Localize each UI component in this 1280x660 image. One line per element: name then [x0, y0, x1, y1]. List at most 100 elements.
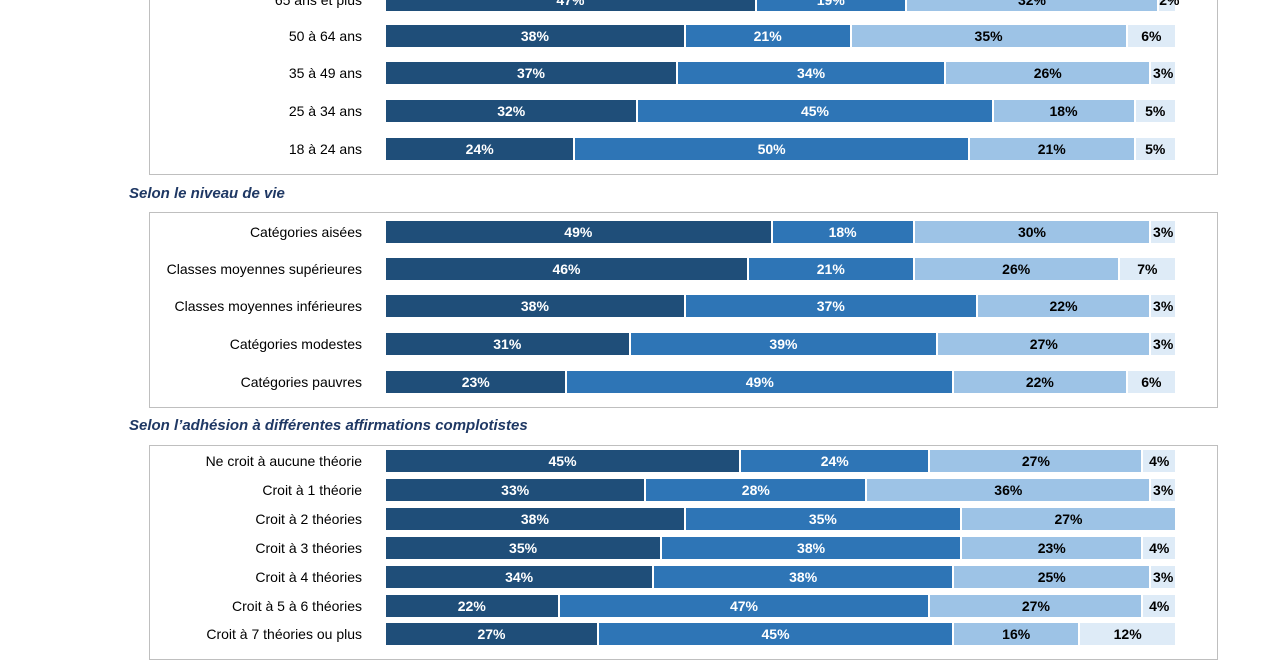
bar-segment: 6%: [1127, 371, 1175, 393]
bar-segment: 21%: [969, 138, 1136, 160]
category-label: Croit à 4 théories: [255, 569, 362, 585]
bar-segment: 22%: [977, 295, 1152, 317]
bar-segment: 12%: [1080, 623, 1175, 645]
bar-row: Croit à 1 théorie 33% 28% 36% 3%: [0, 479, 1280, 503]
bar-segment: 27%: [930, 595, 1144, 617]
stacked-bar: 49% 18% 30% 3%: [386, 221, 1175, 243]
bar-segment: 37%: [685, 295, 978, 317]
category-label: 65 ans et plus: [274, 0, 362, 8]
bar-row: Catégories modestes 31% 39% 27% 3%: [0, 333, 1280, 357]
category-label: Croit à 3 théories: [255, 540, 362, 556]
bar-segment: 5%: [1135, 138, 1175, 160]
bar-segment: 38%: [662, 537, 962, 559]
stacked-bar: 32% 45% 18% 5%: [386, 100, 1175, 122]
stacked-bar: 22% 47% 27% 4%: [386, 595, 1175, 617]
stacked-bar: 34% 38% 25% 3%: [386, 566, 1175, 588]
bar-segment: 34%: [386, 566, 655, 588]
bar-segment: 4%: [1143, 595, 1175, 617]
bar-segment: 21%: [748, 258, 915, 280]
category-label: 50 à 64 ans: [288, 28, 362, 44]
bar-segment: 35%: [685, 508, 962, 530]
bar-row: Croit à 4 théories 34% 38% 25% 3%: [0, 566, 1280, 590]
category-label: Catégories pauvres: [240, 374, 362, 390]
category-label: Croit à 7 théories ou plus: [206, 626, 362, 642]
bar-segment: 3%: [1151, 333, 1175, 355]
bar-segment: 26%: [946, 62, 1152, 84]
bar-segment: 23%: [386, 371, 568, 393]
bar-row: Croit à 2 théories 38% 35% 27%: [0, 508, 1280, 532]
category-label: Croit à 5 à 6 théories: [232, 598, 362, 614]
bar-row: Catégories pauvres 23% 49% 22% 6%: [0, 371, 1280, 395]
stacked-bar: 38% 35% 27%: [386, 508, 1175, 530]
bar-segment: 4%: [1143, 537, 1175, 559]
bar-segment: 38%: [386, 25, 686, 47]
bar-segment: 16%: [954, 623, 1081, 645]
bar-segment: 5%: [1135, 100, 1175, 122]
bar-segment: 47%: [559, 595, 931, 617]
stacked-bar: 31% 39% 27% 3%: [386, 333, 1175, 355]
bar-row: Classes moyennes supérieures 46% 21% 26% 7%: [0, 258, 1280, 282]
bar-segment: 36%: [867, 479, 1152, 501]
stacked-bar: 33% 28% 36% 3%: [386, 479, 1175, 501]
stacked-bar: 38% 37% 22% 3%: [386, 295, 1175, 317]
bar-segment: 22%: [386, 595, 560, 617]
bar-segment: 38%: [386, 295, 686, 317]
stacked-bar: 47% 19% 32% 2%: [386, 0, 1179, 11]
bar-segment: 26%: [914, 258, 1120, 280]
bar-segment: 3%: [1151, 295, 1175, 317]
bar-segment: 35%: [386, 537, 663, 559]
bar-segment: 45%: [386, 450, 742, 472]
bar-row: Catégories aisées 49% 18% 30% 3%: [0, 221, 1280, 245]
bar-segment: 3%: [1151, 479, 1175, 501]
bar-row: Croit à 3 théories 35% 38% 23% 4%: [0, 537, 1280, 561]
bar-segment: 18%: [772, 221, 915, 243]
bar-row: 18 à 24 ans 24% 50% 21% 5%: [0, 138, 1280, 162]
bar-segment: 31%: [386, 333, 631, 355]
bar-segment: 32%: [386, 100, 639, 122]
bar-segment: 49%: [386, 221, 773, 243]
bar-segment: 39%: [630, 333, 939, 355]
bar-segment: 25%: [954, 566, 1152, 588]
bar-segment: 27%: [386, 623, 600, 645]
chart-panel: [149, 0, 1218, 175]
category-label: Classes moyennes inférieures: [174, 298, 362, 314]
bar-row: Croit à 7 théories ou plus 27% 45% 16% 12%: [0, 623, 1280, 647]
bar-segment: 3%: [1151, 566, 1175, 588]
bar-segment: 37%: [386, 62, 678, 84]
bar-segment: 6%: [1127, 25, 1175, 47]
bar-segment: 45%: [638, 100, 994, 122]
category-label: Catégories modestes: [229, 336, 362, 352]
bar-row: 50 à 64 ans 38% 21% 35% 6%: [0, 25, 1280, 49]
bar-row: Ne croit à aucune théorie 45% 24% 27% 4%: [0, 450, 1280, 474]
category-label: Croit à 2 théories: [255, 511, 362, 527]
bar-segment: 27%: [930, 450, 1144, 472]
category-label: Classes moyennes supérieures: [166, 261, 362, 277]
stacked-bar: 45% 24% 27% 4%: [386, 450, 1175, 472]
section-title: Selon l’adhésion à différentes affirmati…: [129, 417, 528, 434]
bar-segment: 3%: [1151, 62, 1175, 84]
bar-row: 65 ans et plus 47% 19% 32% 2%: [0, 0, 1280, 13]
category-label: 35 à 49 ans: [288, 65, 362, 81]
section-title: Selon le niveau de vie: [129, 185, 285, 202]
bar-segment: 24%: [386, 138, 576, 160]
stacked-bar: 27% 45% 16% 12%: [386, 623, 1175, 645]
chart-panel: [149, 212, 1218, 408]
bar-segment: 49%: [567, 371, 955, 393]
bar-segment: 18%: [993, 100, 1136, 122]
category-label: Catégories aisées: [249, 224, 362, 240]
bar-row: 25 à 34 ans 32% 45% 18% 5%: [0, 100, 1280, 124]
bar-segment: 28%: [646, 479, 868, 501]
bar-segment: 27%: [961, 508, 1175, 530]
bar-segment: 46%: [386, 258, 749, 280]
bar-segment: 33%: [386, 479, 647, 501]
stacked-bar: 24% 50% 21% 5%: [386, 138, 1175, 160]
stacked-bar: 38% 21% 35% 6%: [386, 25, 1175, 47]
bar-segment: 35%: [851, 25, 1128, 47]
bar-segment: 22%: [954, 371, 1128, 393]
bar-segment: 47%: [386, 0, 757, 11]
bar-row: Classes moyennes inférieures 38% 37% 22% 3%: [0, 295, 1280, 319]
bar-segment: 45%: [599, 623, 955, 645]
stacked-bar: 37% 34% 26% 3%: [386, 62, 1175, 84]
stacked-bar: 23% 49% 22% 6%: [386, 371, 1175, 393]
stacked-bar: 46% 21% 26% 7%: [386, 258, 1175, 280]
